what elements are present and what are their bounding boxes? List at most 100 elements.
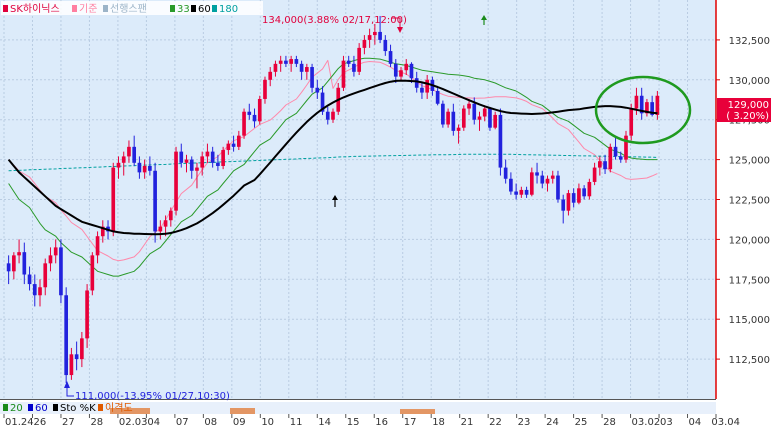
candle-body	[200, 156, 205, 168]
candle-body	[116, 162, 121, 168]
candle	[352, 55, 356, 77]
legend-item-span: 선행스팬	[110, 3, 147, 15]
x-tick-label: 15	[347, 417, 360, 427]
candle-body	[509, 178, 513, 192]
candle-body	[153, 170, 157, 232]
grid	[0, 0, 717, 399]
y-tick-label: 132,500	[729, 36, 770, 47]
candle	[310, 63, 314, 93]
candle-body	[268, 71, 273, 80]
low-annotation: 111,000(-13.95% 01/27,10:30)	[64, 381, 230, 402]
candle-body	[503, 167, 508, 179]
candle	[289, 55, 293, 72]
candle	[441, 100, 445, 128]
candle-body	[472, 103, 477, 120]
candle	[64, 287, 68, 384]
candle-body	[577, 188, 581, 203]
candle	[111, 162, 116, 237]
legend-swatch	[191, 5, 196, 12]
candle-body	[618, 156, 623, 160]
candle	[168, 207, 173, 227]
candle	[529, 167, 534, 197]
x-tick-label: 11	[290, 417, 303, 427]
candle	[17, 239, 21, 264]
candle	[252, 108, 257, 128]
candle	[655, 90, 660, 120]
x-tick-label: 03.04	[711, 417, 740, 427]
candle-body	[425, 79, 430, 93]
highlight-circle	[594, 75, 692, 145]
candle	[482, 105, 487, 122]
candle-body	[12, 255, 16, 272]
candle-body	[85, 290, 89, 339]
candle-body	[111, 167, 116, 232]
candle-body	[257, 98, 262, 122]
candle-body	[629, 108, 634, 136]
candle	[142, 159, 147, 179]
candle	[273, 60, 278, 77]
candle	[477, 111, 482, 131]
legend-swatch	[212, 5, 217, 12]
candle-body	[556, 175, 560, 200]
candle-body	[195, 167, 199, 171]
candle	[456, 124, 461, 144]
candle-body	[142, 165, 147, 173]
candle-body	[420, 87, 424, 93]
candle	[566, 189, 571, 216]
legend-item-ma60: 60	[198, 4, 211, 15]
legend-item-60: 60	[35, 403, 48, 414]
x-tick-label: 01.24	[5, 417, 34, 427]
indicator-bar	[110, 408, 150, 414]
candle-body	[409, 63, 414, 79]
candle	[373, 23, 377, 45]
indicator-bar	[230, 408, 255, 414]
candle-body	[331, 111, 335, 120]
candle-body	[263, 79, 267, 99]
candle	[257, 95, 262, 125]
candle	[535, 162, 539, 184]
candle-body	[148, 165, 152, 171]
candle	[325, 106, 330, 125]
legend-item-stock: SK하이닉스	[10, 2, 60, 15]
x-tick-label: 24	[546, 417, 559, 427]
candle	[200, 151, 205, 176]
candle	[48, 247, 53, 272]
candle-body	[571, 193, 576, 203]
candle	[43, 258, 48, 296]
candle-body	[59, 247, 63, 296]
candle	[116, 156, 121, 179]
candle	[69, 347, 74, 380]
x-tick-label: 04	[147, 417, 160, 427]
candle	[346, 55, 351, 68]
candle-body	[95, 236, 100, 256]
candle	[95, 231, 100, 264]
candle	[629, 103, 634, 141]
legend-item-kijun: 기준	[79, 3, 97, 15]
x-tick-label: 21	[461, 417, 474, 427]
candle	[582, 185, 586, 200]
candle	[461, 105, 466, 131]
candle	[587, 178, 592, 200]
legend-swatch	[72, 5, 77, 12]
candle-body	[373, 31, 377, 36]
candle-body	[38, 287, 42, 296]
legend-swatch	[98, 404, 103, 411]
candle	[561, 194, 566, 224]
candle-body	[132, 146, 137, 163]
candle	[294, 55, 299, 68]
high-annotation-text: 134,000(3.88% 02/17,12:00)	[262, 15, 407, 26]
candle	[132, 135, 137, 166]
candle	[435, 87, 440, 106]
candle	[603, 154, 607, 174]
candle-body	[645, 102, 649, 114]
bottom-legend: 20 60 Sto %K 이격도	[3, 401, 133, 414]
candle	[38, 279, 42, 307]
candle	[362, 35, 367, 55]
legend-swatch	[103, 5, 108, 12]
ma33-series-line	[8, 57, 658, 277]
candle-body	[461, 108, 466, 128]
candle	[184, 154, 189, 173]
legend-item-sto: Sto %K	[60, 403, 96, 414]
candle	[425, 75, 430, 99]
